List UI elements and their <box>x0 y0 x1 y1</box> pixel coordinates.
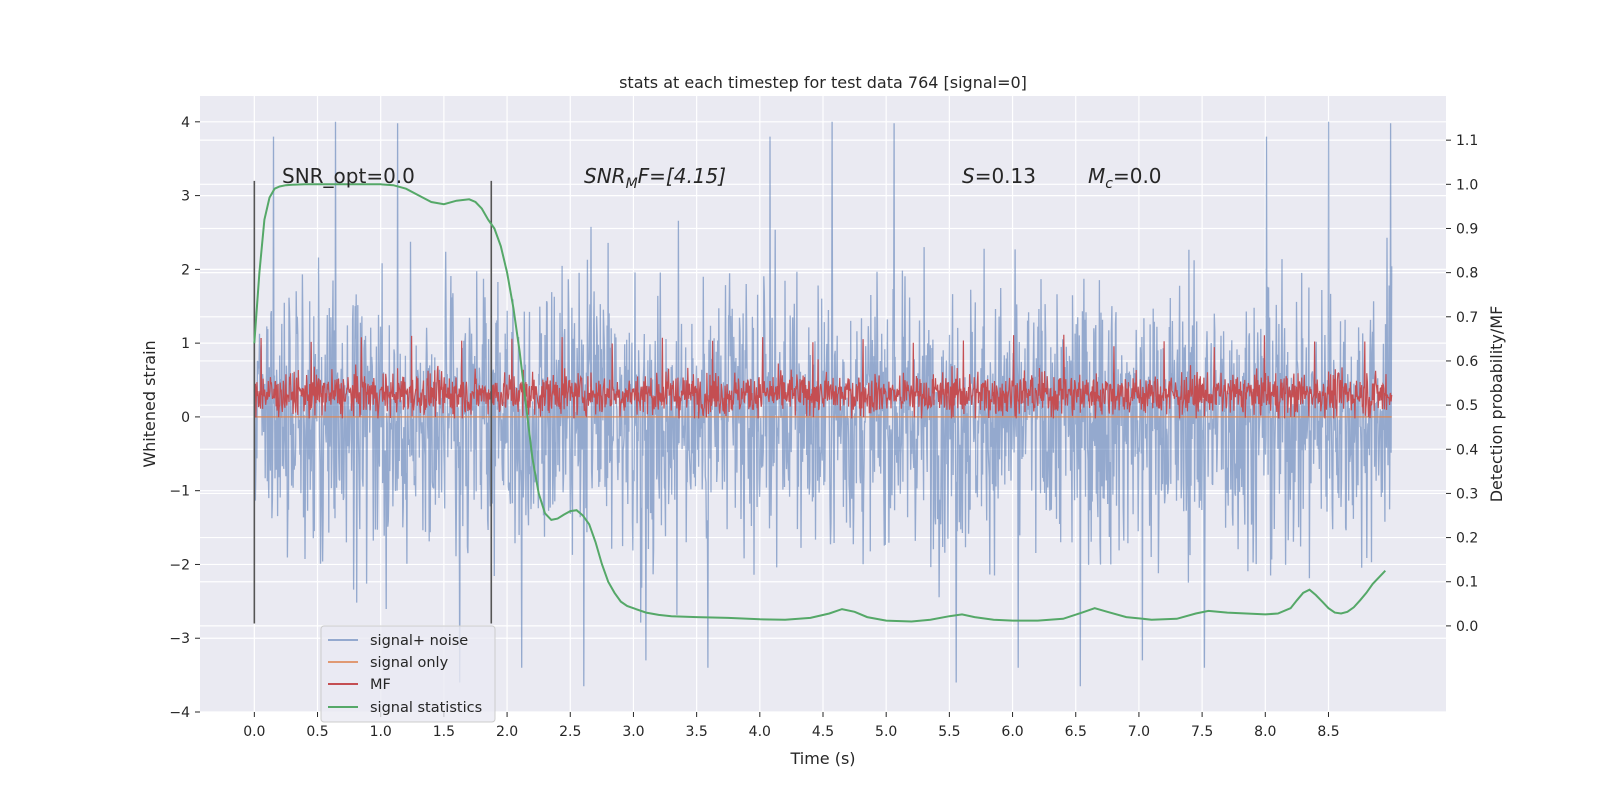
y-axis-label-left: Whitened strain <box>140 340 159 467</box>
x-tick-label: 2.0 <box>496 724 518 740</box>
series-signal-statistics <box>253 183 1387 623</box>
data-layer <box>253 121 1393 687</box>
x-tick-label: 2.5 <box>559 724 581 740</box>
y-left-tick-label: 0 <box>181 410 190 426</box>
x-tick-label: 5.0 <box>875 724 897 740</box>
ticks: 0.0 0.5 1.0 1.5 2.0 2.5 3.0 3.5 4.0 4.5 5.0 5.5 6.0 6… <box>169 115 1478 740</box>
y-right-tick-label: 0.2 <box>1456 531 1478 547</box>
mc-sub: c <box>1105 176 1113 192</box>
y-right-tick-label: 0.4 <box>1456 442 1478 458</box>
legend-label-signal-noise: signal+ noise <box>370 633 468 649</box>
y-right-tick-label: 0.1 <box>1456 575 1478 591</box>
x-tick-label: 3.5 <box>685 724 707 740</box>
y-left-tick-label: −4 <box>169 705 190 721</box>
y-right-tick-label: 0.9 <box>1456 221 1478 237</box>
y-right-tick-label: 1.0 <box>1456 177 1478 193</box>
y-right-tick-label: 0.3 <box>1456 486 1478 502</box>
snr-mf-suffix: F=[4.15] <box>638 164 726 188</box>
y-right-tick-label: 0.5 <box>1456 398 1478 414</box>
x-tick-label: 0.0 <box>243 724 265 740</box>
s-label: S <box>962 164 975 188</box>
snr-mf-prefix: SNR <box>584 164 626 188</box>
x-tick-label: 3.0 <box>622 724 644 740</box>
series-mf <box>253 334 1393 419</box>
x-tick-label: 1.0 <box>370 724 392 740</box>
y-right-tick-label: 0.6 <box>1456 354 1478 370</box>
y-left-tick-label: 4 <box>181 115 190 131</box>
x-tick-label: 8.5 <box>1317 724 1339 740</box>
chart-title: stats at each timestep for test data 764… <box>619 73 1027 92</box>
x-tick-label: 4.5 <box>812 724 834 740</box>
y-left-tick-label: −2 <box>169 557 190 573</box>
snr-mf-sub: M <box>626 176 638 192</box>
s-value: =0.13 <box>975 164 1036 188</box>
y-right-tick-label: 1.1 <box>1456 133 1478 149</box>
legend-label-signal-only: signal only <box>370 655 449 671</box>
y-left-tick-label: 2 <box>181 262 190 278</box>
y-axis-label-right: Detection probability/MF <box>1487 306 1506 503</box>
x-tick-label: 7.5 <box>1191 724 1213 740</box>
mc-value: =0.0 <box>1113 164 1162 188</box>
legend-label-mf: MF <box>370 677 391 693</box>
x-tick-label: 5.5 <box>938 724 960 740</box>
mc-label: M <box>1088 164 1105 188</box>
y-right-tick-label: 0.0 <box>1456 619 1478 635</box>
y-right-tick-label: 0.7 <box>1456 310 1478 326</box>
y-left-tick-label: −3 <box>169 631 190 647</box>
x-tick-label: 1.5 <box>433 724 455 740</box>
legend-box <box>320 625 496 723</box>
x-axis-label: Time (s) <box>789 749 855 768</box>
legend: signal+ noise signal only MF signal stat… <box>320 625 496 723</box>
x-tick-label: 7.0 <box>1128 724 1150 740</box>
series-signal-noise <box>253 121 1393 687</box>
annotation-snr-mf: SNRMF=[4.15] <box>584 164 726 192</box>
x-tick-label: 6.5 <box>1065 724 1087 740</box>
annotation-snr-opt: SNR_opt=0.0 <box>282 164 415 188</box>
x-tick-label: 4.0 <box>749 724 771 740</box>
y-left-tick-label: 1 <box>181 336 190 352</box>
x-tick-label: 8.0 <box>1254 724 1276 740</box>
annotation-s: S=0.13 <box>962 164 1036 188</box>
y-left-tick-label: 3 <box>181 189 190 205</box>
y-right-tick-label: 0.8 <box>1456 266 1478 282</box>
x-tick-label: 0.5 <box>306 724 328 740</box>
x-tick-label: 6.0 <box>1001 724 1023 740</box>
annotation-mc: Mc=0.0 <box>1088 164 1162 192</box>
legend-label-signal-statistics: signal statistics <box>370 700 482 716</box>
y-left-tick-label: −1 <box>169 484 190 500</box>
